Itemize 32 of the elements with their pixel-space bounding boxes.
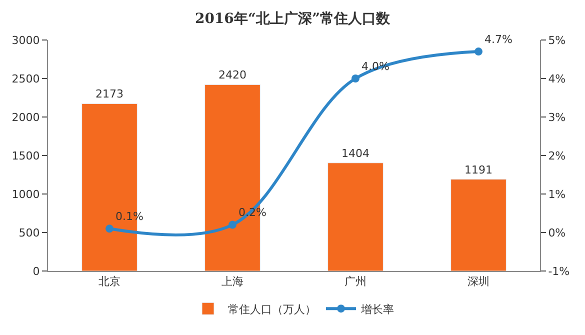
data-label: 1404 [342, 146, 370, 160]
y-tick-label: 2500 [12, 72, 40, 86]
y-tick-label: 2000 [12, 110, 40, 124]
y2-tick-label: 1% [548, 188, 566, 201]
x-tick-label: 广州 [344, 275, 366, 288]
data-label: 2173 [96, 88, 124, 101]
y2-tick-label: -1% [548, 264, 570, 278]
data-label: 1191 [464, 163, 493, 176]
x-tick-label: 北京 [98, 275, 120, 288]
y-tick-label: 0 [32, 264, 40, 278]
x-tick-label: 上海 [222, 275, 244, 288]
y-tick-label: 500 [18, 226, 40, 240]
legend-label: 增长率 [360, 302, 394, 316]
chart-title: 2016年“北上广深”常住人口数 [194, 10, 392, 28]
y2-tick-label: 5% [548, 34, 566, 47]
point [474, 48, 482, 56]
bar [450, 179, 506, 271]
point [352, 74, 360, 82]
legend-label: 常住人口（万人） [228, 302, 316, 316]
y-tick-label: 3000 [12, 34, 40, 47]
data-label: 4.7% [484, 32, 512, 46]
x-tick-label: 深圳 [468, 275, 490, 288]
y-tick-label: 1000 [12, 188, 40, 201]
y2-tick-label: 3% [548, 110, 566, 124]
y2-tick-label: 2% [548, 149, 566, 162]
point [228, 220, 236, 229]
y-tick-label: 1500 [12, 149, 40, 162]
y2-tick-label: 0% [548, 226, 566, 240]
y2-tick-label: 4% [548, 72, 566, 86]
bar [328, 162, 384, 271]
point [106, 224, 114, 233]
data-label: 2420 [218, 68, 246, 82]
